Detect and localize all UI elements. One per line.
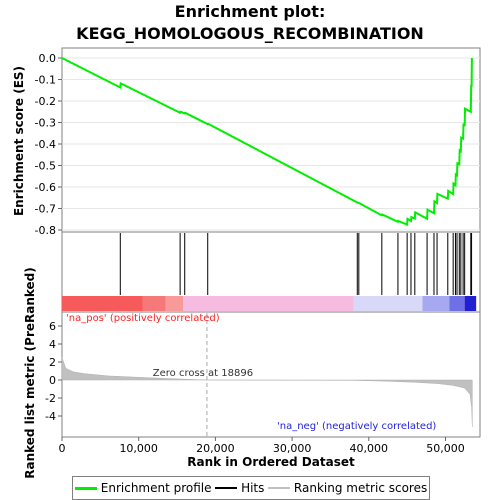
es-gridlines xyxy=(62,57,480,231)
ranking-metric-area xyxy=(61,357,473,427)
es-y-tick-label: -0.7 xyxy=(35,203,56,216)
chart-legend: Enrichment profile Hits Ranking metric s… xyxy=(72,476,430,500)
rank-heatmap-bar xyxy=(62,296,477,311)
heatmap-segment xyxy=(449,296,465,311)
metric-y-tick-label: 0 xyxy=(49,374,56,387)
heatmap-segment xyxy=(422,296,450,311)
heatmap-segment xyxy=(165,296,184,311)
heatmap-segment xyxy=(142,296,166,311)
es-y-tick-label: -0.1 xyxy=(35,74,56,87)
enrichment-profile-line xyxy=(61,57,473,227)
x-tick-label: 0 xyxy=(59,442,66,455)
heatmap-segment xyxy=(62,296,143,311)
legend-swatch-hits xyxy=(215,487,238,489)
x-tick-label: 20,000 xyxy=(196,442,235,455)
legend-label-ranking: Ranking metric scores xyxy=(293,481,428,495)
metric-y-axis-label: Ranked list metric (PreRanked) xyxy=(23,267,37,479)
x-tick-label: 10,000 xyxy=(119,442,158,455)
es-y-tick-label: -0.5 xyxy=(35,160,56,173)
es-y-tick-label: -0.2 xyxy=(35,95,56,108)
chart-title-line2: KEGG_HOMOLOGOUS_RECOMBINATION xyxy=(76,24,424,43)
legend-label-enrichment: Enrichment profile xyxy=(100,481,212,495)
x-axis-ticks: 0 10,000 20,000 30,000 40,000 50,000 xyxy=(59,437,465,455)
chart-title-line1: Enrichment plot: xyxy=(175,2,326,21)
es-y-tick-label: 0.0 xyxy=(39,52,57,65)
x-tick-label: 30,000 xyxy=(273,442,312,455)
legend-item-ranking-metric: Ranking metric scores xyxy=(267,481,428,495)
negative-correlation-label: 'na_neg' (negatively correlated) xyxy=(277,421,436,432)
es-y-tick-label: -0.3 xyxy=(35,117,56,130)
legend-swatch-ranking xyxy=(267,487,290,489)
hit-markers xyxy=(119,233,473,295)
metric-y-ticks: 6 4 2 0 -2 -4 xyxy=(45,320,62,423)
heatmap-segment xyxy=(353,296,423,311)
x-tick-label: 40,000 xyxy=(350,442,389,455)
x-tick-label: 50,000 xyxy=(426,442,465,455)
x-axis-label: Rank in Ordered Dataset xyxy=(187,455,355,469)
legend-item-hits: Hits xyxy=(215,481,264,495)
legend-label-hits: Hits xyxy=(241,481,265,495)
es-y-tick-label: -0.8 xyxy=(35,224,56,237)
heatmap-segment xyxy=(183,296,354,311)
legend-swatch-enrichment xyxy=(74,486,97,490)
metric-y-tick-label: 4 xyxy=(49,338,56,351)
metric-y-tick-label: 2 xyxy=(49,356,56,369)
legend-item-enrichment-profile: Enrichment profile xyxy=(74,481,212,495)
es-y-ticks: 0.0 -0.1 -0.2 -0.3 -0.4 -0.5 -0.6 -0.7 -0.8 xyxy=(35,52,62,237)
positive-correlation-label: 'na_pos' (positively correlated) xyxy=(66,313,220,324)
es-y-tick-label: -0.6 xyxy=(35,181,56,194)
metric-y-tick-label: 6 xyxy=(49,320,56,333)
es-panel-frame xyxy=(61,47,481,233)
es-y-axis-label: Enrichment score (ES) xyxy=(12,66,26,216)
es-y-tick-label: -0.4 xyxy=(35,138,56,151)
zero-cross-annotation: Zero cross at 18896 xyxy=(153,368,253,379)
heatmap-segment xyxy=(464,296,477,311)
metric-y-tick-label: -4 xyxy=(45,410,56,423)
metric-panel-frame xyxy=(61,311,481,438)
metric-y-tick-label: -2 xyxy=(45,392,56,405)
